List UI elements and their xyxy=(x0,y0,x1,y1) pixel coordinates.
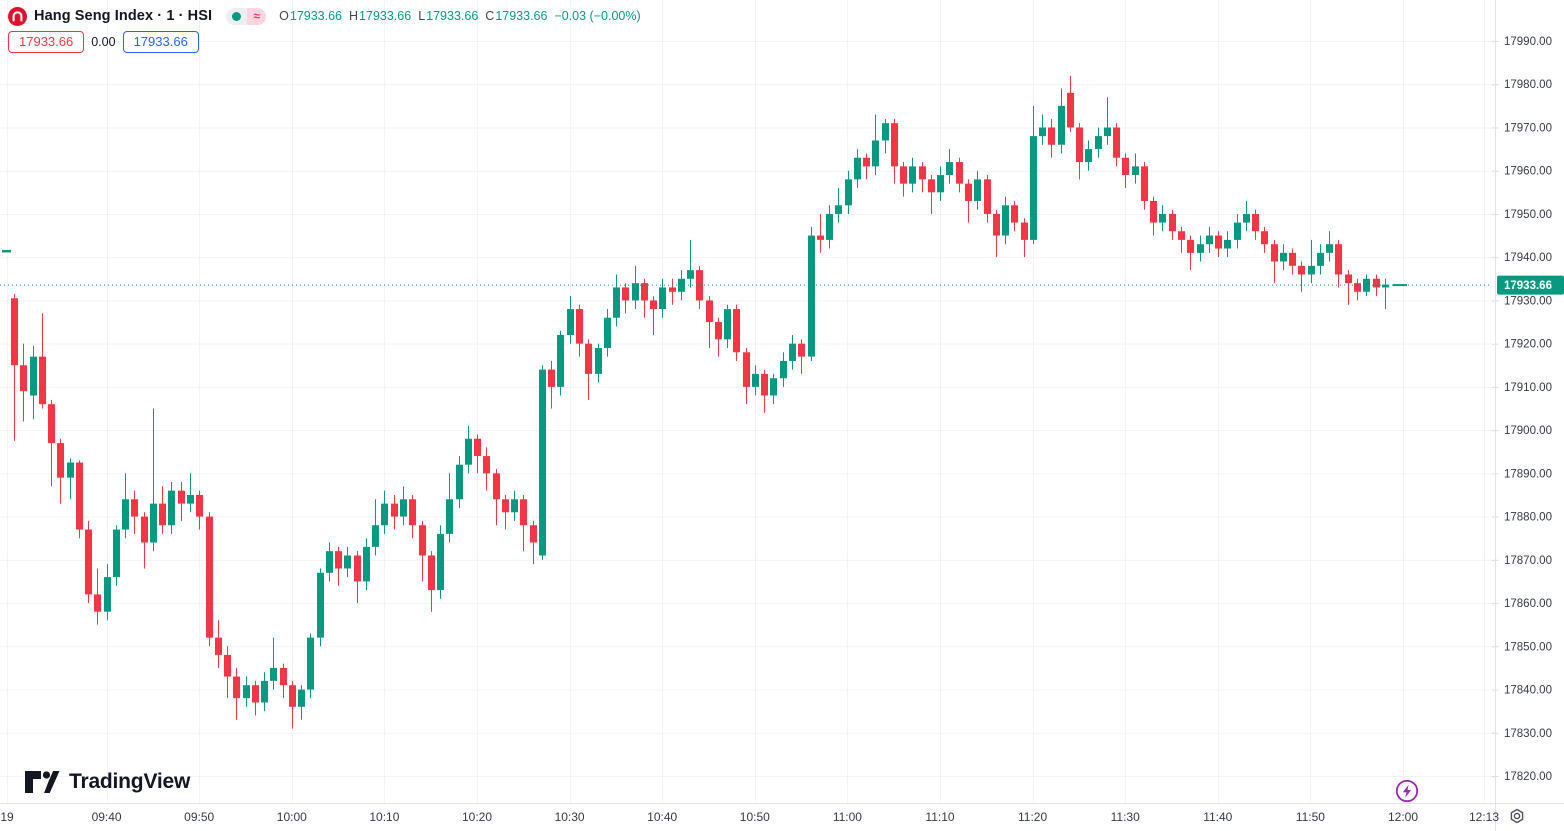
ask-price-button[interactable]: 17933.66 xyxy=(122,30,199,53)
high-label: H xyxy=(349,9,359,23)
svg-text:17970.00: 17970.00 xyxy=(1504,122,1552,134)
tradingview-brand-text: TradingView xyxy=(69,770,191,793)
svg-text:11:30: 11:30 xyxy=(1111,810,1140,824)
svg-text:10:50: 10:50 xyxy=(740,810,770,824)
open-label: O xyxy=(279,9,289,23)
price-axis[interactable] xyxy=(1496,0,1564,803)
tradingview-logo[interactable]: TradingView xyxy=(24,768,190,796)
ohlc-readout: O 17933.66 H 17933.66 L 17933.66 C 17933… xyxy=(279,9,640,23)
svg-text:17830.00: 17830.00 xyxy=(1504,728,1552,740)
svg-text:12:13: 12:13 xyxy=(1469,810,1499,824)
svg-text:19: 19 xyxy=(0,810,14,824)
svg-text:12:00: 12:00 xyxy=(1388,810,1418,824)
svg-text:09:40: 09:40 xyxy=(92,810,122,824)
high-value: 17933.66 xyxy=(359,9,412,23)
svg-text:17840.00: 17840.00 xyxy=(1504,685,1552,697)
svg-text:17880.00: 17880.00 xyxy=(1504,512,1552,524)
low-label: L xyxy=(418,9,426,23)
close-label: C xyxy=(485,9,495,23)
svg-text:11:10: 11:10 xyxy=(925,810,954,824)
svg-text:10:30: 10:30 xyxy=(555,810,585,824)
svg-text:09:50: 09:50 xyxy=(184,810,214,824)
svg-text:17850.00: 17850.00 xyxy=(1504,641,1552,653)
time-axis[interactable] xyxy=(0,803,1564,831)
svg-text:10:20: 10:20 xyxy=(462,810,492,824)
svg-text:17930.00: 17930.00 xyxy=(1504,295,1552,307)
svg-text:17820.00: 17820.00 xyxy=(1504,771,1552,783)
svg-text:11:00: 11:00 xyxy=(833,810,862,824)
svg-text:17990.00: 17990.00 xyxy=(1504,36,1552,48)
close-value: 17933.66 xyxy=(495,9,548,23)
svg-text:11:40: 11:40 xyxy=(1203,810,1232,824)
market-open-dot-icon xyxy=(226,7,248,25)
svg-text:10:00: 10:00 xyxy=(277,810,307,824)
svg-text:11:20: 11:20 xyxy=(1018,810,1047,824)
svg-text:17870.00: 17870.00 xyxy=(1504,555,1552,567)
svg-text:17960.00: 17960.00 xyxy=(1504,166,1552,178)
delayed-data-icon: ≈ xyxy=(247,7,267,25)
low-value: 17933.66 xyxy=(426,9,479,23)
svg-text:11:50: 11:50 xyxy=(1296,810,1325,824)
svg-text:10:10: 10:10 xyxy=(369,810,399,824)
svg-text:17980.00: 17980.00 xyxy=(1504,79,1552,91)
svg-text:17920.00: 17920.00 xyxy=(1504,339,1552,351)
svg-text:17900.00: 17900.00 xyxy=(1504,425,1552,437)
tradingview-logo-icon xyxy=(25,771,60,793)
svg-text:17890.00: 17890.00 xyxy=(1504,468,1552,480)
symbol-title[interactable]: Hang Seng Index · 1 · HSI xyxy=(34,8,213,24)
svg-text:17910.00: 17910.00 xyxy=(1504,382,1552,394)
svg-text:17950.00: 17950.00 xyxy=(1504,209,1552,221)
svg-text:17933.66: 17933.66 xyxy=(1504,280,1552,292)
spread-value: 0.00 xyxy=(91,34,116,49)
bid-price-button[interactable]: 17933.66 xyxy=(8,30,85,53)
svg-text:17860.00: 17860.00 xyxy=(1504,598,1552,610)
market-status-pill[interactable]: ≈ xyxy=(226,7,267,25)
instant-data-icon[interactable] xyxy=(1394,778,1420,804)
svg-text:17940.00: 17940.00 xyxy=(1504,252,1552,264)
change-value: −0.03 (−0.00%) xyxy=(554,9,641,23)
gear-icon[interactable] xyxy=(1506,805,1528,827)
symbol-logo-icon xyxy=(8,6,27,26)
svg-text:10:40: 10:40 xyxy=(647,810,677,824)
open-value: 17933.66 xyxy=(289,9,343,23)
